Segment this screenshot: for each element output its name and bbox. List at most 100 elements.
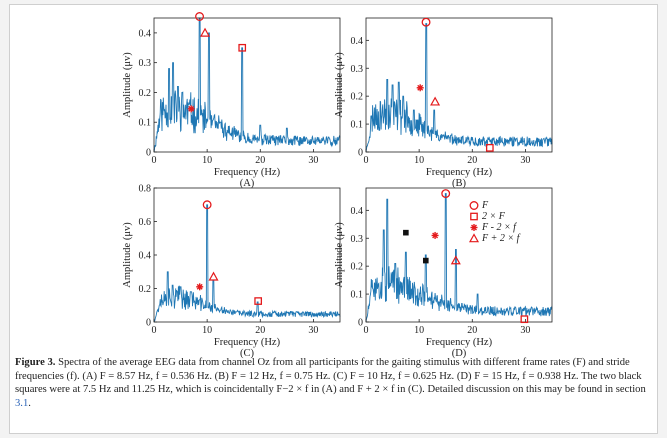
- circle-legend-marker: [469, 201, 479, 210]
- x-axis-label: Frequency (Hz): [426, 167, 493, 178]
- y-axis-label: Amplitude (μv): [334, 222, 345, 288]
- plot-frame: [365, 187, 553, 323]
- legend-label: F: [482, 200, 489, 211]
- legend-label: F + 2 × f: [482, 233, 520, 244]
- y-tick-label: 0.2: [139, 284, 152, 295]
- black-square-marker: [403, 229, 409, 236]
- plot-frame: [365, 17, 553, 153]
- y-tick-label: 0.1: [139, 118, 152, 129]
- marker-group: [196, 200, 263, 305]
- section-link[interactable]: 3.1: [15, 397, 29, 409]
- square-marker: [238, 43, 247, 52]
- y-tick-label: 0.2: [351, 262, 364, 273]
- marker-group: [416, 17, 494, 152]
- star-marker: [196, 283, 204, 291]
- black-square-marker: [422, 257, 429, 264]
- x-axis-label: Frequency (Hz): [214, 167, 281, 178]
- spectrum-line: [365, 23, 553, 153]
- y-tick-label: 0.3: [351, 234, 364, 245]
- y-axis-label: Amplitude (μv): [122, 222, 133, 288]
- legend-label: F - 2 × f: [482, 222, 516, 233]
- y-tick-label: 0: [358, 318, 363, 329]
- x-tick-label: 10: [414, 325, 424, 336]
- figure-caption: Figure 3. Spectra of the average EEG dat…: [15, 356, 651, 410]
- y-axis-label: Amplitude (μv): [122, 52, 133, 118]
- x-tick-label: 30: [308, 325, 318, 336]
- triangle-marker: [450, 255, 461, 265]
- legend-item: F + 2 × f: [468, 233, 538, 244]
- circle-marker: [441, 189, 451, 199]
- panel-sublabel: (D): [452, 348, 467, 359]
- x-axis-label: Frequency (Hz): [426, 337, 493, 348]
- y-tick-label: 0.4: [351, 36, 364, 47]
- x-tick-label: 20: [255, 325, 265, 336]
- y-tick-label: 0.2: [139, 88, 152, 99]
- y-tick-label: 0.1: [351, 290, 364, 301]
- x-tick-label: 0: [152, 155, 157, 166]
- chart-panel-d: 0 10 20 30 0 0.1 0.2 0.3 0.4 Frequency (Hz)(D) Amp…: [334, 187, 553, 359]
- panel-sublabel: (A): [240, 178, 255, 189]
- triangle-marker: [208, 271, 219, 281]
- square-legend-marker: [470, 212, 478, 221]
- star-legend-icon: [470, 224, 478, 231]
- x-tick-label: 0: [364, 155, 369, 166]
- caption-end: .: [28, 397, 31, 409]
- y-tick-label: 0.1: [351, 120, 364, 131]
- figure-label: Figure 3.: [15, 357, 56, 368]
- y-tick-label: 0: [146, 148, 151, 159]
- star-marker: [187, 105, 195, 113]
- square-marker: [520, 315, 529, 324]
- x-tick-label: 10: [202, 155, 212, 166]
- triangle-marker: [199, 27, 211, 37]
- x-tick-label: 30: [520, 155, 530, 166]
- x-tick-label: 20: [467, 155, 477, 166]
- panel-sublabel: (B): [452, 178, 467, 189]
- triangle-legend-marker: [468, 233, 480, 243]
- y-tick-label: 0.3: [351, 64, 364, 75]
- star-marker: [431, 231, 439, 239]
- circle-legend-icon: [469, 201, 479, 210]
- square-marker: [485, 143, 494, 152]
- marker-group: [187, 12, 247, 113]
- x-tick-label: 10: [202, 325, 212, 336]
- circle-marker: [195, 12, 204, 21]
- chart-panel-b: 0 10 20 30 0 0.1 0.2 0.3 0.4 Frequency (Hz)(B) Amp…: [334, 17, 553, 189]
- legend-label: 2 × F: [482, 211, 505, 222]
- star-legend-marker: [470, 224, 478, 231]
- circle-marker: [421, 17, 431, 27]
- spectrum-line: [365, 193, 553, 323]
- square-marker: [254, 297, 263, 305]
- figure-card: [9, 4, 658, 434]
- triangle-marker: [430, 96, 441, 106]
- legend-item: F - 2 × f: [468, 222, 538, 233]
- legend-item: 2 × F: [468, 211, 538, 222]
- y-tick-label: 0: [146, 318, 151, 329]
- y-tick-label: 0.8: [139, 184, 152, 195]
- y-tick-label: 0: [358, 148, 363, 159]
- y-tick-label: 0.2: [351, 92, 364, 103]
- star-marker: [416, 84, 424, 92]
- x-tick-label: 10: [414, 155, 424, 166]
- square-legend-icon: [470, 212, 478, 221]
- y-tick-label: 0.4: [139, 28, 152, 39]
- marker-group: [403, 189, 529, 324]
- spectrum-line: [153, 17, 341, 153]
- circle-marker: [202, 200, 212, 210]
- y-axis-label: Amplitude (μv): [334, 52, 345, 118]
- y-tick-label: 0.4: [139, 251, 152, 262]
- x-tick-label: 0: [152, 325, 157, 336]
- panel-sublabel: (C): [240, 348, 255, 359]
- caption-text: Spectra of the average EEG data from cha…: [15, 357, 646, 396]
- chart-panel-a: 0 10 20 30 0 0.1 0.2 0.3 0.4 Frequency (Hz)(A) Amp…: [122, 12, 341, 189]
- spectrum-line: [153, 204, 341, 323]
- y-tick-label: 0.6: [139, 217, 152, 228]
- x-tick-label: 30: [308, 155, 318, 166]
- x-tick-label: 20: [467, 325, 477, 336]
- plot-frame: [153, 17, 341, 153]
- triangle-legend-icon: [468, 233, 480, 243]
- x-tick-label: 30: [520, 325, 530, 336]
- y-tick-label: 0.4: [351, 206, 364, 217]
- x-tick-label: 0: [364, 325, 369, 336]
- chart-panel-c: 0 10 20 30 0 0.2 0.4 0.6 0.8 Frequency (Hz)(C) Amp…: [122, 184, 341, 359]
